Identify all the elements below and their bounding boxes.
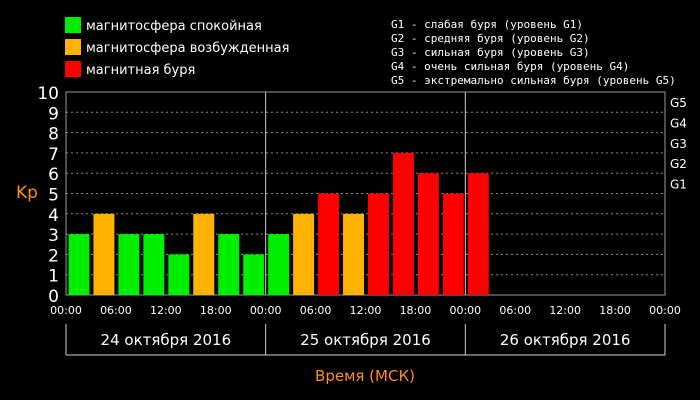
x-tick-label: 12:00	[549, 304, 581, 317]
day-label: 25 октября 2016	[300, 331, 431, 349]
y-tick-label: 4	[48, 206, 59, 226]
storm-scale-g3: G3 - сильная буря (уровень G3)	[391, 46, 590, 59]
kp-bar	[268, 234, 290, 295]
day-label: 24 октября 2016	[101, 331, 232, 349]
day-label: 26 октября 2016	[500, 331, 631, 349]
y-tick-label: 2	[48, 246, 59, 266]
kp-bar	[193, 213, 215, 295]
x-tick-label: 06:00	[300, 304, 332, 317]
plot-frame	[65, 91, 666, 296]
g-level-label: G2	[670, 157, 687, 171]
y-tick-label: 9	[48, 104, 59, 124]
y-tick-label: 5	[48, 186, 59, 206]
legend-label-active: магнитосфера возбужденная	[86, 41, 289, 56]
x-tick-label: 00:00	[250, 304, 282, 317]
kp-bar	[318, 193, 340, 295]
kp-bar	[392, 152, 414, 295]
x-tick-label: 06:00	[100, 304, 132, 317]
kp-bar	[218, 234, 240, 295]
y-tick-label: 7	[48, 145, 59, 165]
kp-bar	[143, 234, 165, 295]
y-tick-label: 0	[48, 287, 59, 307]
kp-bar	[168, 254, 190, 295]
x-axis-label: Время (МСК)	[315, 367, 415, 385]
storm-scale-g5: G5 - экстремально сильная буря (уровень …	[391, 74, 676, 87]
legend-swatch-storm	[65, 61, 81, 77]
x-tick-label: 06:00	[499, 304, 531, 317]
x-tick-label: 00:00	[50, 304, 82, 317]
kp-bar	[467, 173, 489, 295]
x-tick-label: 00:00	[449, 304, 481, 317]
storm-scale-g1: G1 - слабая буря (уровень G1)	[391, 18, 583, 31]
y-tick-label: 6	[48, 165, 59, 185]
grid	[65, 91, 666, 296]
kp-bar	[417, 173, 439, 295]
x-tick-label: 12:00	[350, 304, 382, 317]
legend: магнитосфера спокойная магнитосфера возб…	[65, 17, 289, 78]
x-tick-label: 18:00	[599, 304, 631, 317]
x-tick-label: 18:00	[200, 304, 232, 317]
bars	[68, 152, 489, 295]
y-tick-label: 8	[48, 125, 59, 145]
g-level-label: G3	[670, 137, 687, 151]
storm-scale-g4: G4 - очень сильная буря (уровень G4)	[391, 60, 629, 73]
kp-bar	[93, 213, 115, 295]
g-level-label: G1	[670, 177, 687, 191]
kp-bar	[442, 193, 464, 295]
legend-swatch-active	[65, 39, 81, 55]
kp-bar	[118, 234, 140, 295]
kp-bar	[367, 193, 389, 295]
x-tick-label: 00:00	[649, 304, 681, 317]
y-tick-label: 1	[48, 267, 59, 287]
kp-bar	[68, 234, 90, 295]
storm-scale-list: G1 - слабая буря (уровень G1) G2 - средн…	[391, 18, 676, 87]
legend-label-quiet: магнитосфера спокойная	[86, 19, 262, 34]
y-axis-label: Kp	[16, 183, 38, 203]
y-tick-label: 10	[37, 84, 59, 104]
kp-bar	[293, 213, 315, 295]
x-tick-label: 12:00	[150, 304, 182, 317]
kp-bar	[343, 213, 365, 295]
legend-label-storm: магнитная буря	[86, 63, 195, 78]
x-tick-label: 18:00	[400, 304, 432, 317]
y-tick-label: 3	[48, 226, 59, 246]
g-level-label: G4	[670, 116, 687, 130]
storm-scale-g2: G2 - средняя буря (уровень G2)	[391, 32, 590, 45]
g-level-label: G5	[670, 96, 687, 110]
kp-bar	[243, 254, 265, 295]
legend-swatch-quiet	[65, 17, 81, 33]
